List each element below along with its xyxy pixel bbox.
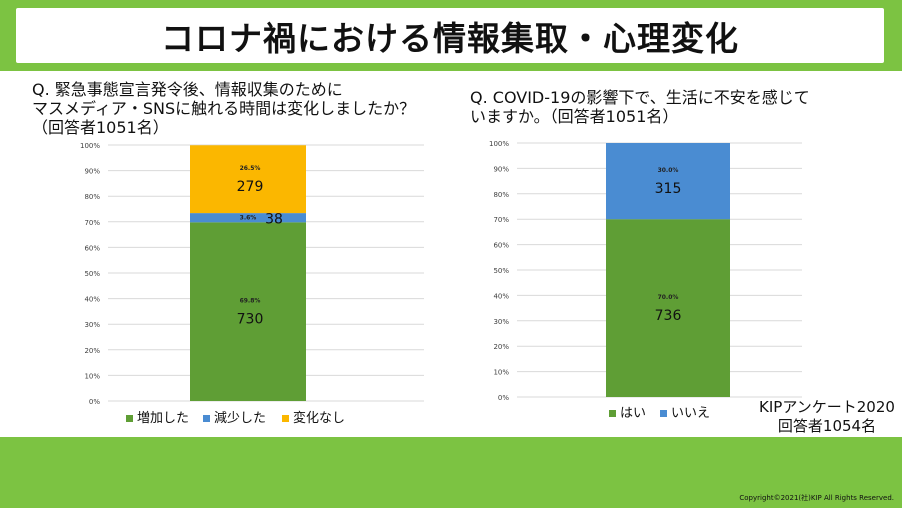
chart-1-question: Q. 緊急事態宣言発令後、情報収集のために マスメディア・SNSに触れる時間は変… (32, 80, 416, 137)
chart-media-time: 0% 10% 20% 30% 40% 50% 60% 70% 80% 90% 100% 69.8% 73… (80, 142, 424, 426)
legend-label: 増加した (137, 411, 189, 426)
y-tick-label: 60% (84, 244, 100, 252)
legend-swatch (660, 410, 667, 417)
bar-segment (606, 143, 730, 220)
chart-2-question: Q. COVID-19の影響下で、生活に不安を感じて いますか。（回答者1051… (470, 88, 810, 126)
y-tick-label: 80% (493, 191, 509, 199)
y-tick-label: 90% (84, 168, 100, 176)
y-tick-label: 70% (84, 219, 100, 227)
data-label-count: 279 (237, 179, 264, 195)
y-tick-label: 100% (80, 142, 100, 150)
y-tick-label: 30% (493, 318, 509, 326)
legend-label: 変化なし (293, 410, 345, 426)
survey-note-line2: 回答者1054名 (777, 417, 877, 435)
legend-label: 減少した (214, 410, 266, 426)
data-label-percent: 69.8% (240, 298, 261, 305)
content-area (0, 71, 902, 437)
legend-swatch (282, 415, 289, 422)
y-tick-label: 40% (493, 292, 509, 300)
data-label-count: 315 (655, 181, 682, 197)
title-banner: コロナ禍における情報集取・心理変化 (0, 0, 902, 71)
legend-swatch (203, 415, 210, 422)
y-tick-label: 10% (493, 369, 509, 377)
data-label-count: 736 (655, 308, 682, 324)
bar-segment (190, 222, 306, 401)
y-tick-label: 70% (493, 216, 509, 224)
y-tick-label: 60% (493, 242, 509, 250)
y-tick-label: 0% (498, 394, 509, 402)
survey-note: KIPアンケート2020 回答者1054名 (752, 398, 902, 436)
legend-label: はい (620, 406, 646, 421)
y-tick-label: 80% (84, 193, 100, 201)
y-tick-label: 20% (84, 347, 100, 355)
chart-anxiety: 0% 10% 20% 30% 40% 50% 60% 70% 80% 90% 100% 70.0% 73… (489, 140, 802, 421)
y-tick-label: 90% (493, 165, 509, 173)
legend-swatch (609, 410, 616, 417)
page-title: コロナ禍における情報集取・心理変化 (16, 8, 884, 63)
legend-label: いいえ (671, 406, 710, 421)
data-label-percent: 3.6% (240, 215, 257, 222)
data-label-count: 38 (265, 212, 283, 228)
copyright-text: Copyright©2021(社)KIP All Rights Reserved… (739, 494, 894, 502)
y-tick-label: 100% (489, 140, 509, 148)
y-tick-label: 30% (84, 321, 100, 329)
survey-note-line1: KIPアンケート2020 (759, 398, 895, 416)
data-label-percent: 30.0% (658, 167, 679, 174)
data-label-count: 730 (237, 312, 264, 328)
footer-banner: Copyright©2021(社)KIP All Rights Reserved… (0, 437, 902, 508)
y-tick-label: 10% (84, 372, 100, 380)
y-tick-label: 50% (493, 267, 509, 275)
y-tick-label: 0% (89, 398, 100, 406)
legend-swatch (126, 415, 133, 422)
bar-segment (606, 219, 730, 397)
data-label-percent: 26.5% (240, 165, 261, 172)
y-tick-label: 40% (84, 296, 100, 304)
data-label-percent: 70.0% (658, 294, 679, 301)
y-tick-label: 50% (84, 270, 100, 278)
bar-segment (190, 145, 306, 214)
bar-segment (190, 213, 306, 223)
y-tick-label: 20% (493, 343, 509, 351)
